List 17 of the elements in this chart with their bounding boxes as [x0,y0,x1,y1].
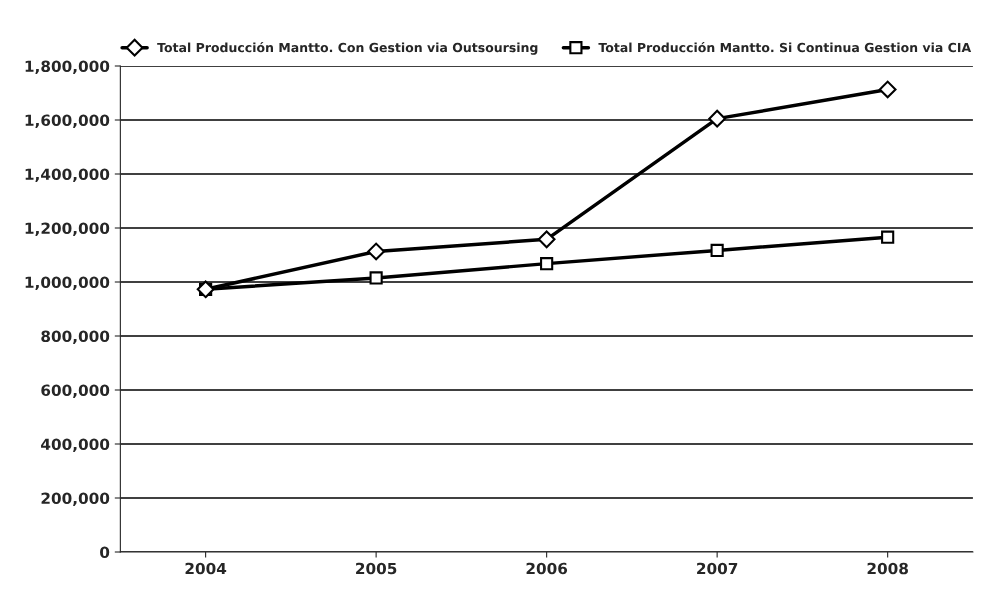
y-tick-label: 1,000,000 [25,276,110,290]
y-tick-label: 1,200,000 [25,222,110,236]
y-tick-label: 1,800,000 [25,60,110,74]
x-tick-label: 2007 [697,562,738,575]
y-tick-label: 800,000 [41,330,110,344]
legend-label: Total Producción Mantto. Con Gestion via Outsoursing [157,42,538,55]
y-tick-label: 400,000 [41,438,110,452]
x-tick-label: 2006 [526,562,568,575]
y-tick-label: 0 [100,546,110,559]
y-tick-label: 200,000 [41,492,110,506]
y-tick-label: 1,600,000 [25,114,110,128]
y-tick-label: 600,000 [41,384,110,398]
x-tick-label: 2004 [185,562,227,575]
y-tick-label: 1,400,000 [25,168,110,182]
legend-label: Total Producción Mantto. Si Continua Gestion via CIA [598,42,972,53]
x-tick-label: 2008 [867,562,908,575]
x-tick-label: 2005 [356,562,397,575]
